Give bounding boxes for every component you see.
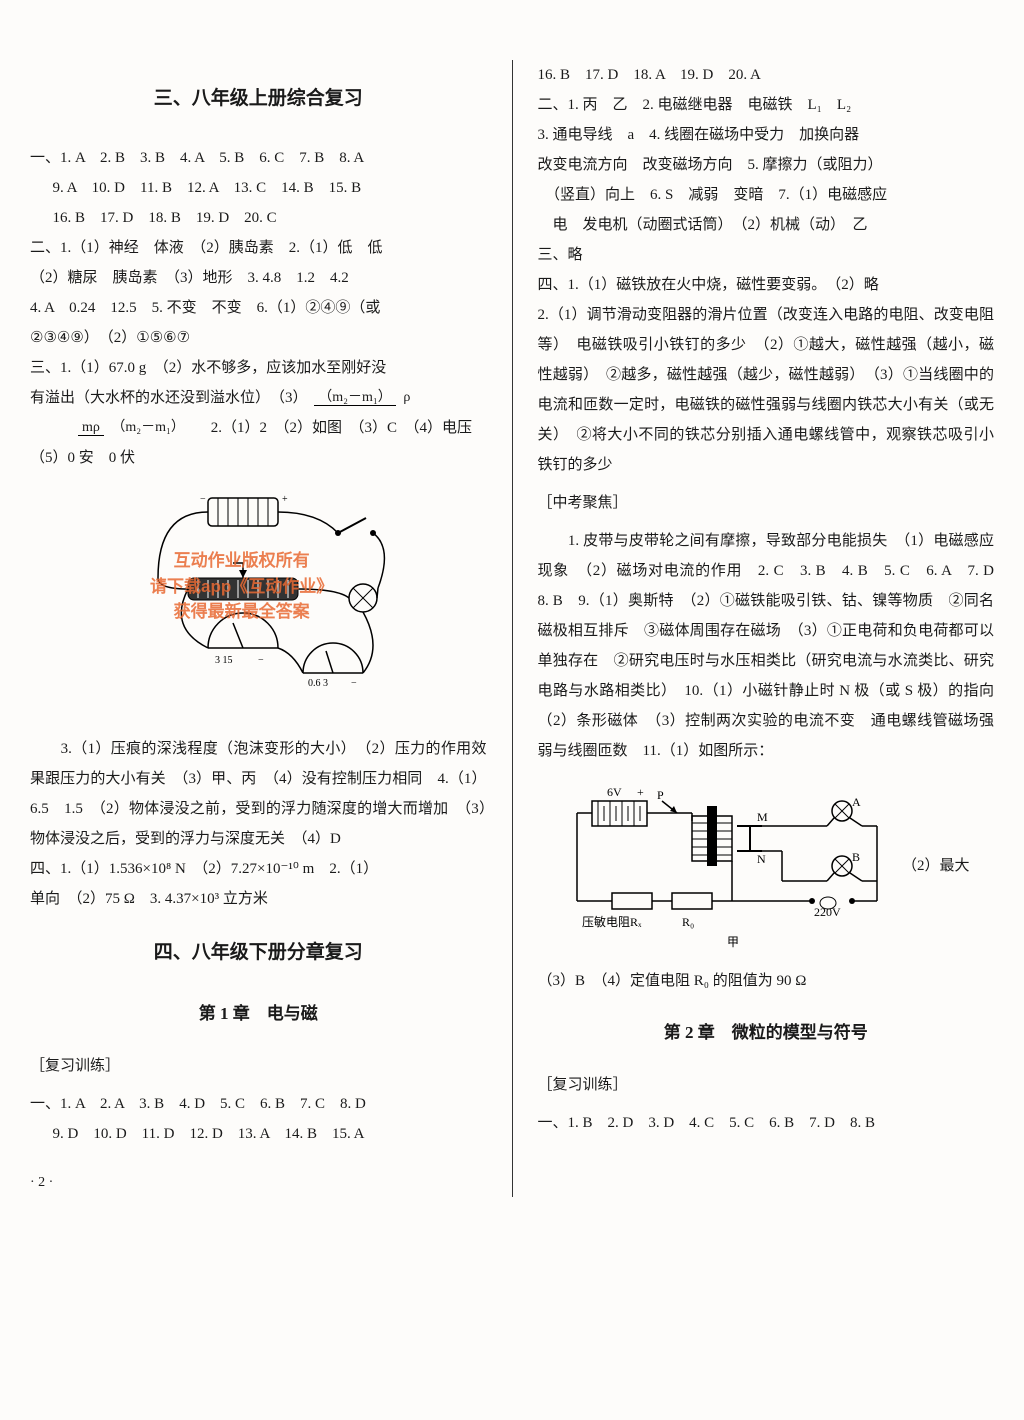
answers-sec2-l3: 4. A 0.24 12.5 5. 不变 不变 6.（1）②④⑨（或 bbox=[30, 293, 487, 323]
r-line7: 三、略 bbox=[538, 240, 995, 270]
label-n: N bbox=[757, 852, 766, 866]
circuit-svg-2: 6V + 压敏电阻Rₓ R₀ bbox=[562, 781, 892, 951]
column-divider bbox=[512, 60, 513, 1197]
fraction-1: （m₂－m₁） ρ bbox=[314, 390, 414, 407]
watermark-l1: 互动作业版权所有 bbox=[150, 548, 333, 574]
frac2-den: （m₂－m₁） bbox=[107, 420, 189, 435]
r-line8: 四、1.（1）磁铁放在火中烧，磁性要变弱。 （2）略 bbox=[538, 270, 995, 300]
circuit-figure-1: − + bbox=[30, 488, 487, 719]
svg-text:3 15: 3 15 bbox=[215, 655, 233, 666]
label-p: P bbox=[657, 788, 664, 802]
fig2-caption-right: （2）最大 bbox=[902, 851, 970, 881]
watermark-l2: 请下载app《互动作业》 bbox=[150, 574, 333, 600]
answers-sec2-l4: ②③④⑨） （2）①⑤⑥⑦ bbox=[30, 323, 487, 353]
chapter-1-title: 第 1 章 电与磁 bbox=[30, 997, 487, 1031]
chapter-2-title: 第 2 章 微粒的模型与符号 bbox=[538, 1016, 995, 1050]
label-m: M bbox=[757, 810, 768, 824]
label-jia: 甲 bbox=[727, 935, 739, 949]
page-number: · 2 · bbox=[30, 1169, 487, 1197]
r-line1: 16. B 17. D 18. A 19. D 20. A bbox=[538, 60, 995, 90]
label-a: A bbox=[852, 795, 861, 809]
r-line6: 电 发电机（动圈式话筒） （2）机械（动） 乙 bbox=[538, 210, 995, 240]
focus-p1: 1. 皮带与皮带轮之间有摩擦，导致部分电能损失 （1）电磁感应现象 （2）磁场对… bbox=[538, 526, 995, 766]
svg-text:0.6 3: 0.6 3 bbox=[308, 678, 328, 689]
answers-sec2-l2: （2）糖尿 胰岛素 （3）地形 3. 4.8 1.2 4.2 bbox=[30, 263, 487, 293]
r-line2: 二、1. 丙 乙 2. 电磁继电器 电磁铁 L₁ L₂ bbox=[538, 90, 995, 120]
answers-sec1-l2: 9. A 10. D 11. B 12. A 13. C 14. B 15. B bbox=[30, 173, 487, 203]
r-line4: 改变电流方向 改变磁场方向 5. 摩擦力（或阻力） bbox=[538, 150, 995, 180]
section-title-3: 三、八年级上册综合复习 bbox=[30, 80, 487, 118]
label-r0: R₀ bbox=[682, 915, 694, 929]
answers-sec2-l1: 二、1.（1）神经 体液 （2）胰岛素 2.（1）低 低 bbox=[30, 233, 487, 263]
svg-text:−: − bbox=[258, 655, 264, 666]
answers-sec1-l3: 16. B 17. D 18. B 19. D 20. C bbox=[30, 203, 487, 233]
answers-sec3-p3: 3.（1）压痕的深浅程度（泡沫变形的大小） （2）压力的作用效果跟压力的大小有关… bbox=[30, 734, 487, 854]
sec3-l3-text: 2.（1）2 （2）如图 （3）C （4）电压 bbox=[196, 420, 472, 436]
label-rx: 压敏电阻Rₓ bbox=[582, 914, 642, 929]
answers-sec4-l1: 四、1.（1）1.536×10⁸ N （2）7.27×10⁻¹⁰ m 2.（1） bbox=[30, 854, 487, 884]
frac1-num: （m₂－m₁） bbox=[314, 390, 396, 406]
svg-text:−: − bbox=[200, 494, 206, 505]
ch2-answers-l1: 一、1. B 2. D 3. D 4. C 5. C 6. B 7. D 8. … bbox=[538, 1108, 995, 1138]
answers-sec4-l2: 单向 （2）75 Ω 3. 4.37×10³ 立方米 bbox=[30, 884, 487, 914]
answers-sec3-l1: 三、1.（1）67.0 g （2）水不够多，应该加水至刚好没 bbox=[30, 353, 487, 383]
answers-sec3-l4: （5）0 安 0 伏 bbox=[30, 443, 487, 473]
focus-p3: （3）B （4）定值电阻 R₀ 的阻值为 90 Ω bbox=[538, 966, 995, 996]
svg-text:−: − bbox=[351, 678, 357, 689]
ch1-answers-l1: 一、1. A 2. A 3. B 4. D 5. C 6. B 7. C 8. … bbox=[30, 1089, 487, 1119]
frac1-den: ρ bbox=[399, 390, 414, 405]
left-column: 三、八年级上册综合复习 一、1. A 2. B 3. B 4. A 5. B 6… bbox=[30, 60, 487, 1197]
right-column: 16. B 17. D 18. A 19. D 20. A 二、1. 丙 乙 2… bbox=[538, 60, 995, 1197]
review-label-1: ［复习训练］ bbox=[30, 1051, 487, 1081]
label-6v: 6V bbox=[607, 785, 622, 799]
svg-text:+: + bbox=[282, 494, 288, 505]
fraction-2: mρ （m₂－m₁） bbox=[56, 420, 189, 437]
section-title-4: 四、八年级下册分章复习 bbox=[30, 934, 487, 972]
r-line5: （竖直）向上 6. S 减弱 变暗 7.（1）电磁感应 bbox=[538, 180, 995, 210]
label-plus: + bbox=[637, 785, 644, 799]
review-label-2: ［复习训练］ bbox=[538, 1070, 995, 1100]
frac2-num: mρ bbox=[78, 420, 104, 436]
answers-sec3-l2: 有溢出（大水杯的水还没到溢水位） （3） （m₂－m₁） ρ bbox=[30, 383, 487, 413]
page-container: 三、八年级上册综合复习 一、1. A 2. B 3. B 4. A 5. B 6… bbox=[30, 60, 994, 1197]
circuit-figure-2: 6V + 压敏电阻Rₓ R₀ bbox=[538, 781, 995, 951]
label-b: B bbox=[852, 850, 860, 864]
r-line9: 2.（1）调节滑动变阻器的滑片位置（改变连入电路的电阻、改变电阻等） 电磁铁吸引… bbox=[538, 300, 995, 480]
r-line3: 3. 通电导线 a 4. 线圈在磁场中受力 加换向器 bbox=[538, 120, 995, 150]
watermark-overlay: 互动作业版权所有 请下载app《互动作业》 获得最新最全答案 bbox=[150, 548, 333, 625]
answers-sec1-l1: 一、1. A 2. B 3. B 4. A 5. B 6. C 7. B 8. … bbox=[30, 143, 487, 173]
sec3-l2-text: 有溢出（大水杯的水还没到溢水位） （3） bbox=[30, 390, 308, 406]
ch1-answers-l2: 9. D 10. D 11. D 12. D 13. A 14. B 15. A bbox=[30, 1119, 487, 1149]
answers-sec3-l3: mρ （m₂－m₁） 2.（1）2 （2）如图 （3）C （4）电压 bbox=[30, 413, 487, 443]
label-220v: 220V bbox=[814, 905, 841, 919]
watermark-l3: 获得最新最全答案 bbox=[150, 599, 333, 625]
focus-label: ［中考聚焦］ bbox=[538, 488, 995, 518]
